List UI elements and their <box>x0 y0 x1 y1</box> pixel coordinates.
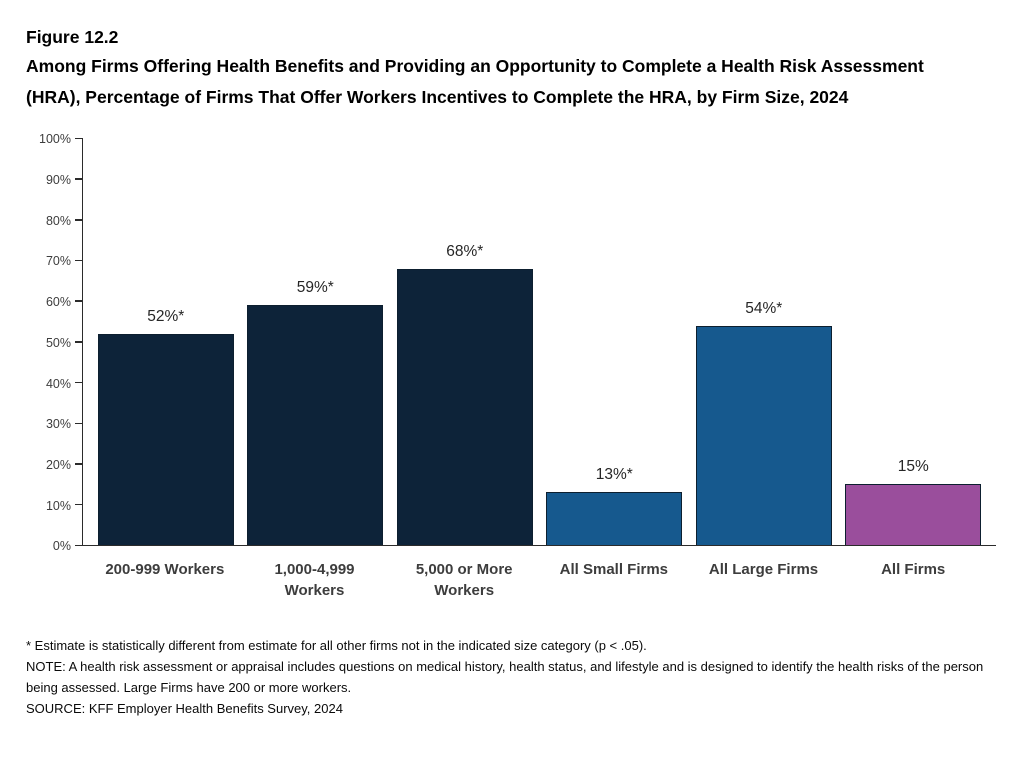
bar-slot: 13%* <box>540 138 690 546</box>
bar <box>247 305 384 546</box>
bar-slot: 15% <box>839 138 989 546</box>
y-tick-label: 100% <box>39 132 71 147</box>
y-tick-label: 60% <box>45 295 71 310</box>
bar-value-label: 15% <box>897 458 929 476</box>
footnote-source: SOURCE: KFF Employer Health Benefits Sur… <box>26 701 343 717</box>
x-axis-label: All Small Firms <box>559 561 669 579</box>
y-tick-label: 10% <box>45 498 71 513</box>
y-tick-label: 0% <box>52 539 71 554</box>
y-tick <box>75 259 83 262</box>
y-tick-label: 90% <box>45 173 71 188</box>
bar-value-label: 54%* <box>745 299 783 317</box>
figure-title: Among Firms Offering Health Benefits and… <box>26 56 924 107</box>
figure-label: Figure 12.2 <box>26 27 119 47</box>
y-axis: 0% 10% 20% 30% 40% 50% 60% 70% 80% 90% 100% <box>39 132 996 553</box>
y-tick <box>75 137 83 140</box>
x-axis-label: All Firms <box>881 561 946 579</box>
bar <box>695 325 832 546</box>
y-tick <box>75 544 83 547</box>
y-tick-label: 30% <box>45 417 71 432</box>
y-tick-label: 70% <box>45 254 71 269</box>
bar-value-label: 59%* <box>296 279 334 297</box>
figure-header: Figure 12.2 Among Firms Offering Health … <box>26 24 996 112</box>
footnote-note: NOTE: A health risk assessment or apprai… <box>26 658 984 695</box>
bar <box>396 268 533 546</box>
y-tick <box>75 381 83 384</box>
y-tick <box>75 503 83 506</box>
bar <box>97 333 234 546</box>
footnotes: * Estimate is statistically different fr… <box>26 635 986 719</box>
x-axis-labels: 200-999 Workers 1,000-4,999 Workers 5,000 … <box>82 560 996 601</box>
bar-slot: 54%* <box>689 138 839 546</box>
y-tick <box>75 463 83 465</box>
y-tick-label: 80% <box>45 213 71 228</box>
y-tick <box>75 422 83 425</box>
bar-value-label: 68%* <box>446 242 484 260</box>
bar-chart: 0% 10% 20% 30% 40% 50% 60% 70% 80% 90% 100% 52%* 59… <box>26 132 996 601</box>
bar-slot: 68%* <box>390 138 540 546</box>
bar <box>546 492 683 546</box>
x-axis-label: 200-999 Workers <box>105 561 225 579</box>
x-axis-label: 1,000-4,999 Workers <box>274 561 355 599</box>
plot-area: 0% 10% 20% 30% 40% 50% 60% 70% 80% 90% 100% 52%* 59… <box>39 132 996 553</box>
y-tick <box>75 178 83 180</box>
bar <box>845 484 982 546</box>
y-tick-label: 50% <box>45 335 71 350</box>
footnote-asterisk: * Estimate is statistically different fr… <box>26 637 647 653</box>
y-tick-label: 20% <box>45 457 71 472</box>
bar-value-label: 52%* <box>147 307 185 325</box>
y-tick <box>75 341 83 343</box>
bar-slot: 52%* <box>91 138 241 546</box>
y-tick <box>75 300 83 302</box>
y-tick-label: 40% <box>45 376 71 391</box>
bar-slot: 59%* <box>241 138 391 546</box>
bars-container: 52%* 59%* 68%* 13%* 54%* 15% <box>83 138 996 546</box>
x-axis-label: 5,000 or More Workers <box>415 561 513 599</box>
bar-value-label: 13%* <box>595 466 633 484</box>
x-axis-label: All Large Firms <box>708 561 819 579</box>
y-tick <box>75 219 83 221</box>
